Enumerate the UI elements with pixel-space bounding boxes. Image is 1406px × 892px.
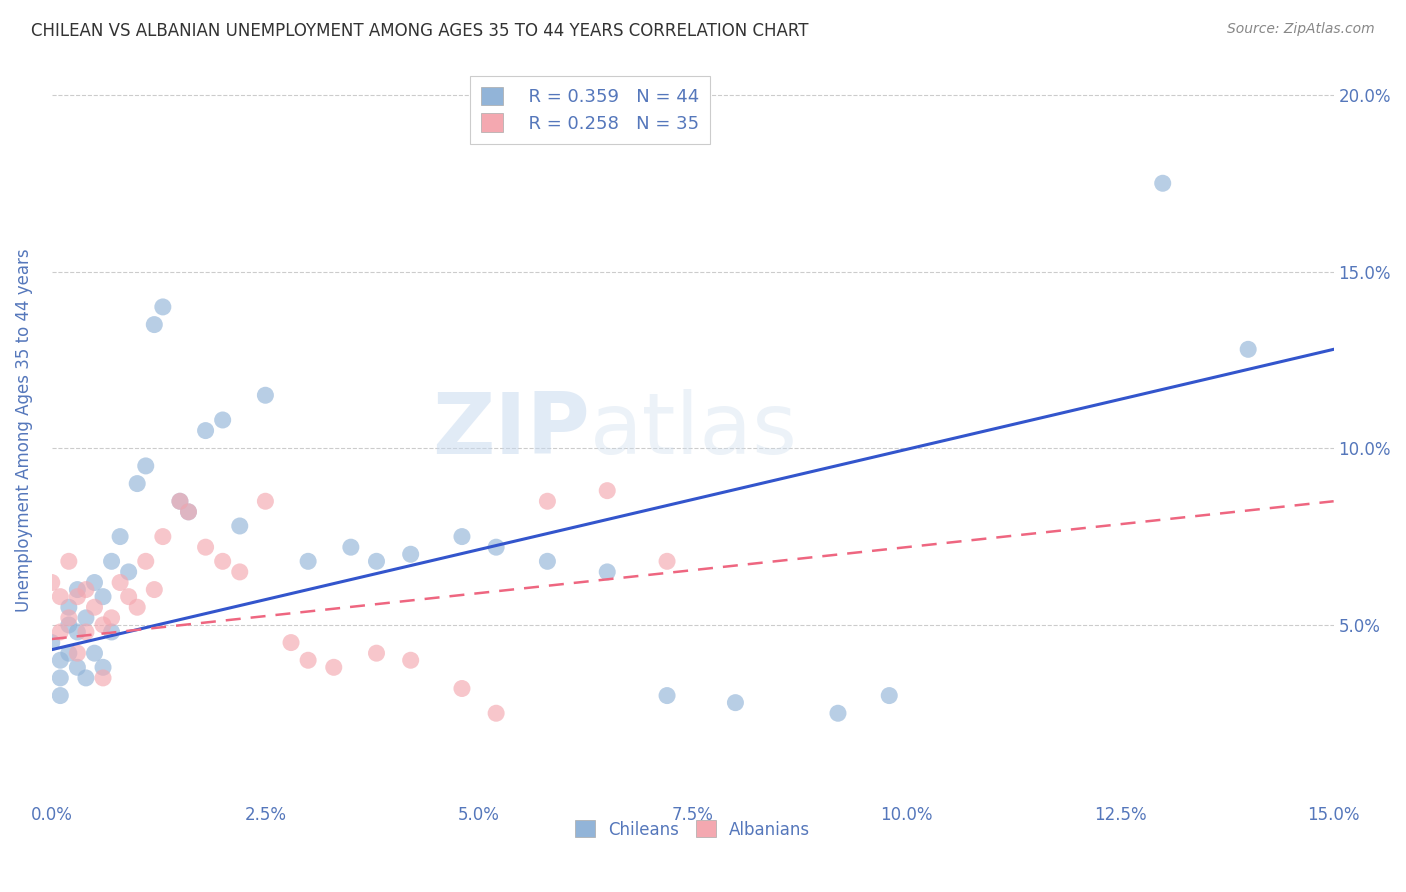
Point bbox=[399, 653, 422, 667]
Point bbox=[100, 624, 122, 639]
Point bbox=[724, 696, 747, 710]
Point bbox=[91, 660, 114, 674]
Point bbox=[75, 582, 97, 597]
Point bbox=[58, 618, 80, 632]
Point bbox=[83, 646, 105, 660]
Point bbox=[229, 565, 252, 579]
Point bbox=[108, 530, 131, 544]
Point bbox=[127, 600, 149, 615]
Y-axis label: Unemployment Among Ages 35 to 44 years: Unemployment Among Ages 35 to 44 years bbox=[15, 249, 32, 613]
Point bbox=[254, 388, 277, 402]
Point bbox=[280, 635, 302, 649]
Point bbox=[152, 530, 174, 544]
Point bbox=[194, 424, 217, 438]
Point bbox=[536, 494, 558, 508]
Point bbox=[485, 706, 508, 721]
Point bbox=[1152, 176, 1174, 190]
Point bbox=[143, 582, 166, 597]
Point bbox=[211, 413, 233, 427]
Point bbox=[91, 671, 114, 685]
Point bbox=[596, 483, 619, 498]
Point bbox=[66, 590, 89, 604]
Point bbox=[66, 660, 89, 674]
Point bbox=[229, 519, 252, 533]
Point bbox=[49, 590, 72, 604]
Point bbox=[322, 660, 344, 674]
Point bbox=[536, 554, 558, 568]
Point bbox=[75, 611, 97, 625]
Point bbox=[596, 565, 619, 579]
Point bbox=[655, 689, 678, 703]
Point bbox=[66, 624, 89, 639]
Point bbox=[143, 318, 166, 332]
Point bbox=[75, 671, 97, 685]
Point bbox=[58, 611, 80, 625]
Point bbox=[451, 681, 474, 696]
Point bbox=[91, 618, 114, 632]
Point bbox=[451, 530, 474, 544]
Point bbox=[58, 646, 80, 660]
Point bbox=[100, 554, 122, 568]
Text: ZIP: ZIP bbox=[433, 389, 591, 472]
Point bbox=[83, 575, 105, 590]
Point bbox=[169, 494, 191, 508]
Point bbox=[827, 706, 849, 721]
Point bbox=[194, 540, 217, 554]
Point bbox=[877, 689, 900, 703]
Point bbox=[41, 575, 63, 590]
Point bbox=[118, 565, 141, 579]
Point bbox=[177, 505, 200, 519]
Point bbox=[49, 671, 72, 685]
Point bbox=[366, 554, 388, 568]
Point bbox=[297, 653, 319, 667]
Text: atlas: atlas bbox=[591, 389, 799, 472]
Point bbox=[66, 582, 89, 597]
Point bbox=[177, 505, 200, 519]
Point bbox=[83, 600, 105, 615]
Point bbox=[135, 458, 157, 473]
Point bbox=[1237, 343, 1260, 357]
Point bbox=[91, 590, 114, 604]
Point bbox=[49, 624, 72, 639]
Text: CHILEAN VS ALBANIAN UNEMPLOYMENT AMONG AGES 35 TO 44 YEARS CORRELATION CHART: CHILEAN VS ALBANIAN UNEMPLOYMENT AMONG A… bbox=[31, 22, 808, 40]
Point bbox=[108, 575, 131, 590]
Legend: Chileans, Albanians: Chileans, Albanians bbox=[568, 814, 817, 846]
Point bbox=[100, 611, 122, 625]
Point bbox=[41, 635, 63, 649]
Point bbox=[58, 600, 80, 615]
Point bbox=[340, 540, 363, 554]
Point bbox=[485, 540, 508, 554]
Point bbox=[399, 547, 422, 561]
Point bbox=[127, 476, 149, 491]
Point bbox=[58, 554, 80, 568]
Point bbox=[254, 494, 277, 508]
Point bbox=[118, 590, 141, 604]
Point bbox=[152, 300, 174, 314]
Point bbox=[75, 624, 97, 639]
Point bbox=[135, 554, 157, 568]
Point bbox=[49, 653, 72, 667]
Text: Source: ZipAtlas.com: Source: ZipAtlas.com bbox=[1227, 22, 1375, 37]
Point bbox=[49, 689, 72, 703]
Point bbox=[366, 646, 388, 660]
Point bbox=[66, 646, 89, 660]
Point bbox=[297, 554, 319, 568]
Point bbox=[211, 554, 233, 568]
Point bbox=[169, 494, 191, 508]
Point bbox=[655, 554, 678, 568]
